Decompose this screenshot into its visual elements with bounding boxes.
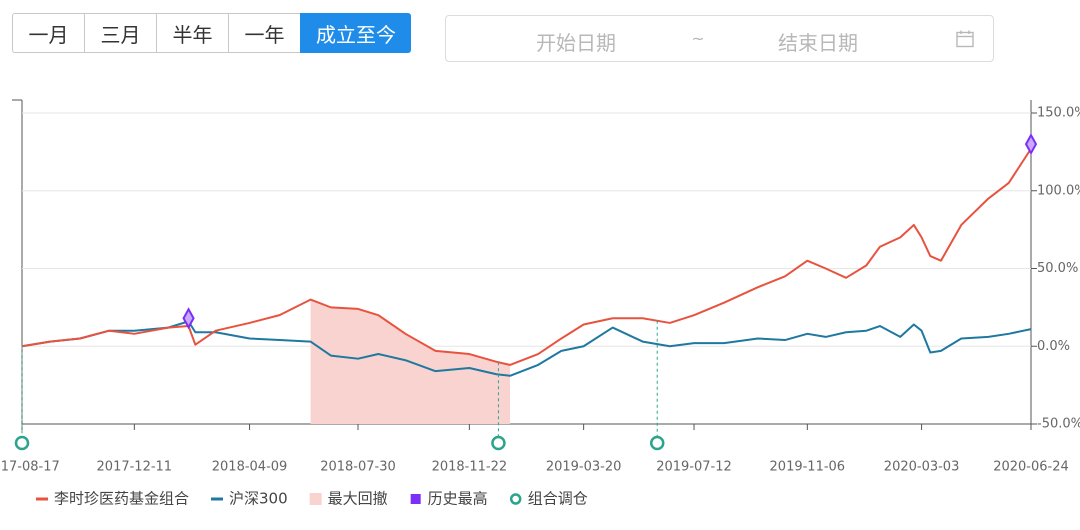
start-date[interactable]: 开始日期: [536, 31, 616, 55]
legend-swatch: [410, 494, 421, 504]
y-tick-label: 100.0%: [1037, 183, 1080, 198]
x-tick-label: 2017-08-17: [0, 460, 60, 475]
series-line: [21, 320, 1032, 377]
end-date[interactable]: 结束日期: [778, 31, 858, 55]
x-tick-label: 2018-07-30: [320, 460, 396, 475]
period-button[interactable]: 半年: [156, 13, 228, 53]
rebalance-marker: [649, 435, 665, 451]
period-buttons: 一月 三月 半年 一年 成立至今: [12, 13, 411, 53]
legend: 李时珍医药基金组合 沪深300 最大回撤 历史最高 组合调仓: [36, 490, 588, 508]
period-button[interactable]: 三月: [84, 13, 156, 53]
rebalance-marker: [14, 435, 30, 451]
series-line: [21, 148, 1032, 366]
legend-label: 李时珍医药基金组合: [54, 490, 189, 508]
x-tick-label: 2020-03-03: [884, 460, 960, 475]
x-tick-label: 2020-06-24: [993, 460, 1069, 475]
period-button[interactable]: 一月: [12, 13, 84, 53]
drawdown-area: [310, 299, 511, 424]
legend-label: 组合调仓: [528, 490, 588, 508]
y-tick-label: 0.0%: [1037, 339, 1070, 354]
x-tick-label: 2019-11-06: [770, 460, 846, 475]
x-tick-label: 2018-11-22: [432, 460, 508, 475]
rebalance-marker: [491, 435, 506, 451]
y-tick-label: -50.0%: [1037, 417, 1080, 432]
x-tick-label: 2018-04-09: [212, 460, 288, 475]
legend-label: 历史最高: [428, 490, 488, 508]
y-tick-label: 50.0%: [1037, 261, 1078, 276]
x-tick-label: 2019-03-20: [546, 460, 622, 475]
legend-swatch: [309, 493, 322, 505]
legend-label: 最大回撤: [328, 490, 388, 508]
period-button[interactable]: 成立至今: [300, 13, 411, 53]
period-button[interactable]: 一年: [228, 13, 300, 53]
x-tick-label: 2019-07-12: [656, 460, 732, 475]
legend-label: 沪深300: [229, 490, 288, 508]
calendar-icon[interactable]: [955, 29, 975, 49]
legend-swatch: [509, 493, 522, 505]
date-range[interactable]: 开始日期 ~ 结束日期: [445, 15, 994, 62]
history-high-marker: [1024, 133, 1038, 156]
y-tick-label: 150.0%: [1037, 106, 1080, 121]
x-tick-label: 2017-12-11: [97, 460, 173, 475]
range-separator: ~: [691, 29, 705, 48]
history-high-marker: [182, 307, 195, 330]
